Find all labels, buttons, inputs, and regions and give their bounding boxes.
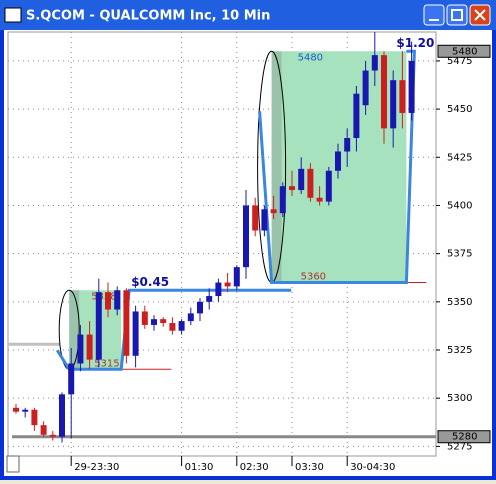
y-tick-label: 5400 <box>447 200 472 211</box>
scroll-box[interactable] <box>6 455 20 473</box>
candle-body <box>298 168 305 191</box>
zone-shade <box>271 51 282 283</box>
candle-body <box>59 394 65 437</box>
candle-body <box>13 407 19 412</box>
app-icon <box>4 7 22 23</box>
candle-body <box>187 313 194 322</box>
candle-body <box>197 301 203 314</box>
candle-body <box>408 60 415 113</box>
zone-low-label: 5315 <box>94 358 119 369</box>
x-tick-label: 30-04:30 <box>350 462 395 473</box>
zone-shade <box>69 290 80 370</box>
button-glyphs <box>429 9 486 21</box>
candle-body <box>381 55 387 129</box>
window-title: S.QCOM - QUALCOMM Inc, 10 Min <box>26 9 270 24</box>
y-tick-label: 5375 <box>447 249 472 260</box>
candle-body <box>270 209 277 214</box>
candle-body <box>316 197 323 202</box>
price-label: 5480 <box>452 46 477 57</box>
candle-body <box>49 434 56 437</box>
candle-body <box>233 267 240 287</box>
candle-body <box>224 282 231 287</box>
candle-body <box>252 205 259 231</box>
candle-body <box>151 319 157 325</box>
title-bar <box>0 0 496 30</box>
candle-body <box>307 168 314 198</box>
candle-body <box>114 290 121 310</box>
candle-body <box>160 319 167 324</box>
candle-body <box>123 290 130 356</box>
candle-body <box>390 80 397 129</box>
candle-body <box>353 93 360 138</box>
candle-body <box>40 425 47 435</box>
candle-body <box>335 151 341 171</box>
candle-body <box>279 186 286 214</box>
candle-body <box>206 296 213 302</box>
x-tick-label: 03:30 <box>295 462 324 473</box>
price-label: 5280 <box>452 432 477 443</box>
maximize-button[interactable] <box>446 4 468 26</box>
candle-body <box>399 80 406 113</box>
x-tick-label: 02:30 <box>240 462 269 473</box>
x-tick-label: 01:30 <box>185 462 214 473</box>
candle-body <box>344 138 351 152</box>
x-tick-label: 29-23:30 <box>74 462 119 473</box>
candle-body <box>86 334 93 360</box>
candle-body <box>261 209 268 231</box>
price-label-box <box>437 430 491 444</box>
candle-body <box>325 170 332 202</box>
y-tick-label: 5300 <box>447 393 472 404</box>
candle-body <box>289 186 295 191</box>
candle-body <box>77 334 84 364</box>
candle-body <box>243 205 249 268</box>
y-tick-label: 5450 <box>447 104 472 115</box>
y-tick-label: 5275 <box>447 441 472 452</box>
candle-body <box>362 70 369 106</box>
candle-body <box>22 409 29 412</box>
gain-label: $0.45 <box>131 275 169 289</box>
zone-high-label: 5480 <box>298 52 323 63</box>
candle-body <box>178 321 185 331</box>
gain-path <box>55 288 292 371</box>
y-tick-label: 5475 <box>447 56 472 67</box>
zone-high-label: 5338 <box>91 291 116 302</box>
candle-body <box>132 311 139 356</box>
candle-body <box>371 55 378 71</box>
y-tick-label: 5350 <box>447 297 472 308</box>
minimize-button[interactable] <box>423 4 445 26</box>
y-tick-label: 5325 <box>447 345 472 356</box>
candle-body <box>31 409 38 426</box>
candle-body <box>141 311 148 325</box>
zone-low-label: 5360 <box>301 272 326 283</box>
candle-body <box>169 323 176 331</box>
gain-label: $1.20 <box>396 36 434 50</box>
y-tick-label: 5425 <box>447 152 472 163</box>
candle-body <box>68 363 75 395</box>
price-label-box <box>437 44 491 58</box>
candle-body <box>105 292 111 310</box>
candle-body <box>95 292 102 360</box>
candle-body <box>215 282 222 297</box>
